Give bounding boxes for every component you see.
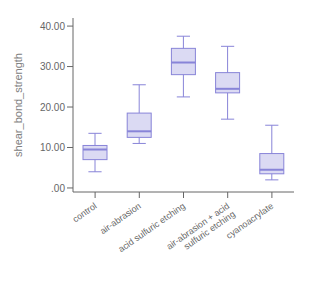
- svg-text:40.00: 40.00: [40, 21, 65, 32]
- svg-text:cyanoacrylate: cyanoacrylate: [224, 201, 275, 241]
- svg-text:shear_bond_strength: shear_bond_strength: [12, 53, 24, 157]
- svg-text:20.00: 20.00: [40, 102, 65, 113]
- svg-text:.00: .00: [51, 183, 65, 194]
- svg-text:10.00: 10.00: [40, 142, 65, 153]
- svg-text:control: control: [71, 201, 99, 225]
- svg-text:air-abrasion: air-abrasion: [98, 201, 143, 236]
- svg-text:30.00: 30.00: [40, 61, 65, 72]
